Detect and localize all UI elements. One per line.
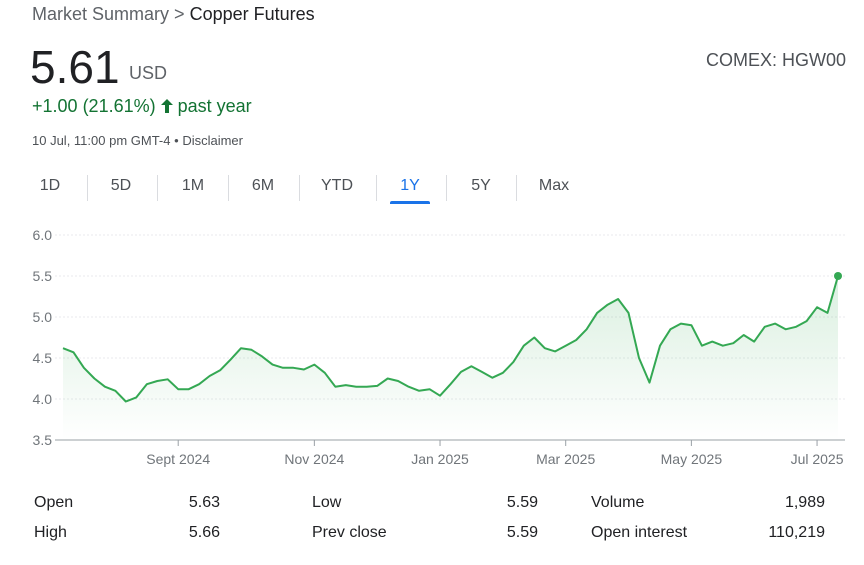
- range-tab[interactable]: 5Y: [471, 177, 491, 194]
- tab-separator: [299, 175, 300, 201]
- price: 5.61: [30, 41, 120, 93]
- change-period: past year: [177, 96, 252, 116]
- change: +1.00 (21.61%) past year: [32, 96, 252, 117]
- chart: 3.5 4.0 4.5 5.0 5.5 6.0 Sept 2024 Nov 2024 Jan 2…: [33, 227, 845, 467]
- x-tick-label: Sept 2024: [146, 451, 210, 467]
- stat-label: Volume: [591, 494, 645, 511]
- range-tab[interactable]: Max: [538, 177, 570, 194]
- breadcrumb-parent[interactable]: Market Summary: [32, 4, 170, 24]
- x-tick-label: Nov 2024: [284, 451, 344, 467]
- y-tick-label: 3.5: [33, 432, 53, 448]
- range-tab[interactable]: 1D: [39, 177, 61, 194]
- exchange: COMEX: HGW00: [705, 50, 846, 70]
- stat-label: Prev close: [312, 524, 387, 541]
- disclaimer[interactable]: Disclaimer: [182, 133, 243, 148]
- y-tick-label: 4.5: [33, 350, 53, 366]
- range-tab[interactable]: YTD: [321, 177, 353, 194]
- y-tick-label: 5.5: [33, 268, 53, 284]
- stat-value: 110,219: [768, 524, 825, 541]
- breadcrumb-separator: >: [174, 4, 185, 24]
- timestamp-line: 10 Jul, 11:00 pm GMT-4 • Disclaimer: [32, 133, 243, 148]
- breadcrumb-current: Copper Futures: [189, 4, 315, 24]
- x-tick-label: Jul 2025: [791, 451, 844, 467]
- x-tick-label: May 2025: [661, 451, 723, 467]
- timestamp: 10 Jul, 11:00 pm GMT-4: [32, 133, 171, 148]
- tab-separator: [376, 175, 377, 201]
- stat-label: High: [34, 524, 67, 541]
- change-percent: (21.61%): [82, 96, 156, 116]
- area: [63, 276, 838, 440]
- range-tab[interactable]: 6M: [251, 177, 275, 194]
- stat-label: Open: [34, 494, 74, 511]
- stat-value: 5.63: [188, 494, 220, 511]
- tab-separator: [87, 175, 88, 201]
- tab-underline: [390, 201, 430, 204]
- tab-separator: [516, 175, 517, 201]
- range-tab[interactable]: 1M: [181, 177, 205, 194]
- stat-label: Low: [312, 494, 342, 511]
- stat-value: 5.59: [506, 494, 538, 511]
- tab-separator: [446, 175, 447, 201]
- last-point: [834, 272, 842, 280]
- up-arrow: [160, 99, 173, 113]
- tab-separator: [228, 175, 229, 201]
- y-tick-label: 5.0: [33, 309, 53, 325]
- y-tick-label: 6.0: [33, 227, 53, 243]
- price-line: [62, 275, 839, 403]
- stat-value: 5.66: [188, 524, 220, 541]
- change-value: +1.00: [32, 96, 78, 116]
- x-tick-label: Jan 2025: [411, 451, 469, 467]
- stat-value: 1,989: [784, 494, 825, 511]
- currency: USD: [129, 63, 168, 83]
- x-tick-label: Mar 2025: [536, 451, 595, 467]
- range-tab[interactable]: 5D: [110, 177, 132, 194]
- stat-label: Open interest: [591, 524, 688, 541]
- range-tab[interactable]: 1Y: [400, 177, 420, 194]
- stat-value: 5.59: [506, 524, 538, 541]
- dot: •: [174, 133, 179, 148]
- y-tick-label: 4.0: [33, 391, 53, 407]
- breadcrumb: Market Summary > Copper Futures: [32, 4, 315, 25]
- tab-separator: [157, 175, 158, 201]
